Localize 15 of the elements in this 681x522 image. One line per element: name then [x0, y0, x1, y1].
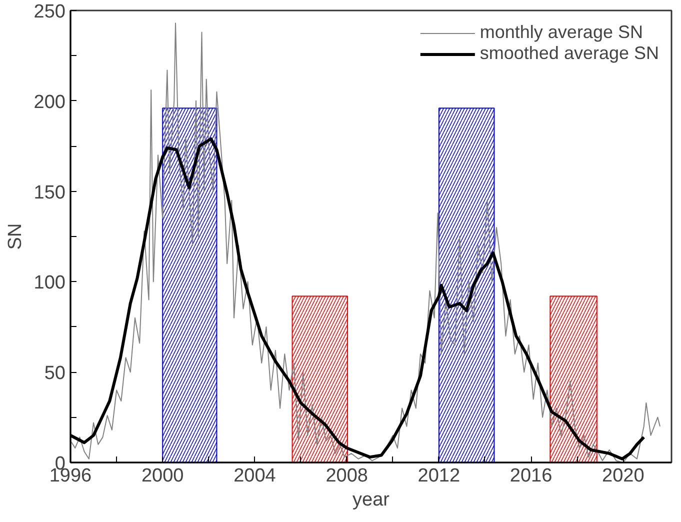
x-tick-label: 2000: [141, 466, 184, 486]
y-tick-label: 100: [34, 272, 66, 294]
y-tick-label: 150: [34, 182, 66, 204]
legend-label: monthly average SN: [480, 22, 643, 43]
x-axis-title: year: [352, 490, 390, 510]
y-tick-label: 200: [34, 92, 66, 113]
y-tick-label: 50: [44, 363, 66, 384]
y-axis-title: SN: [4, 223, 26, 250]
legend-label: smoothed average SN: [480, 43, 659, 64]
x-tick-label: 2016: [510, 466, 552, 486]
y-tick-label: 250: [34, 2, 66, 22]
x-tick-label: 2004: [234, 466, 276, 486]
x-tick-label: 2008: [326, 466, 368, 486]
x-tick-label: 2012: [418, 466, 460, 486]
x-tick-label: 2020: [602, 466, 644, 486]
